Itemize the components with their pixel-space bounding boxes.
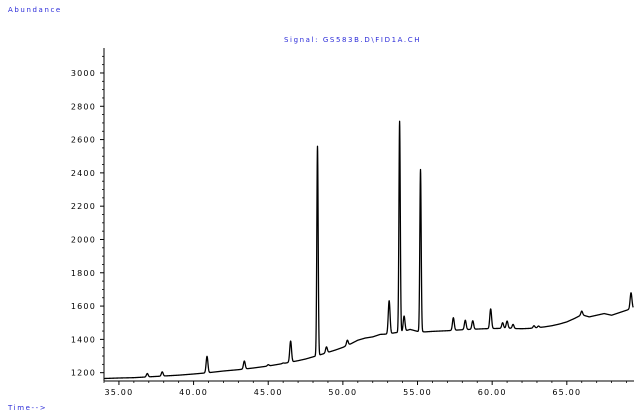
y-tick-label: 2000: [71, 235, 96, 244]
y-tick-label: 2400: [71, 169, 96, 178]
y-tick-label: 1200: [71, 369, 96, 378]
x-tick-label: 35.00: [104, 388, 133, 397]
x-tick-label: 40.00: [179, 388, 208, 397]
x-tick-label: 65.00: [552, 388, 581, 397]
y-tick-label: 2600: [71, 136, 96, 145]
x-tick-label: 45.00: [254, 388, 283, 397]
y-tick-label: 2200: [71, 202, 96, 211]
signal-line: [103, 120, 634, 380]
x-tick-label: 60.00: [478, 388, 507, 397]
x-tick-label: 50.00: [328, 388, 357, 397]
chart-title: Signal: GS583B.D\FID1A.CH: [284, 36, 422, 44]
x-tick-label: 55.00: [403, 388, 432, 397]
y-tick-label: 1800: [71, 269, 96, 278]
y-tick-label: 2800: [71, 102, 96, 111]
y-axis-label: Abundance: [8, 6, 62, 14]
y-tick-label: 1600: [71, 302, 96, 311]
y-tick-label: 3000: [71, 69, 96, 78]
x-axis-label: Time-->: [8, 404, 48, 412]
y-tick-label: 1400: [71, 335, 96, 344]
